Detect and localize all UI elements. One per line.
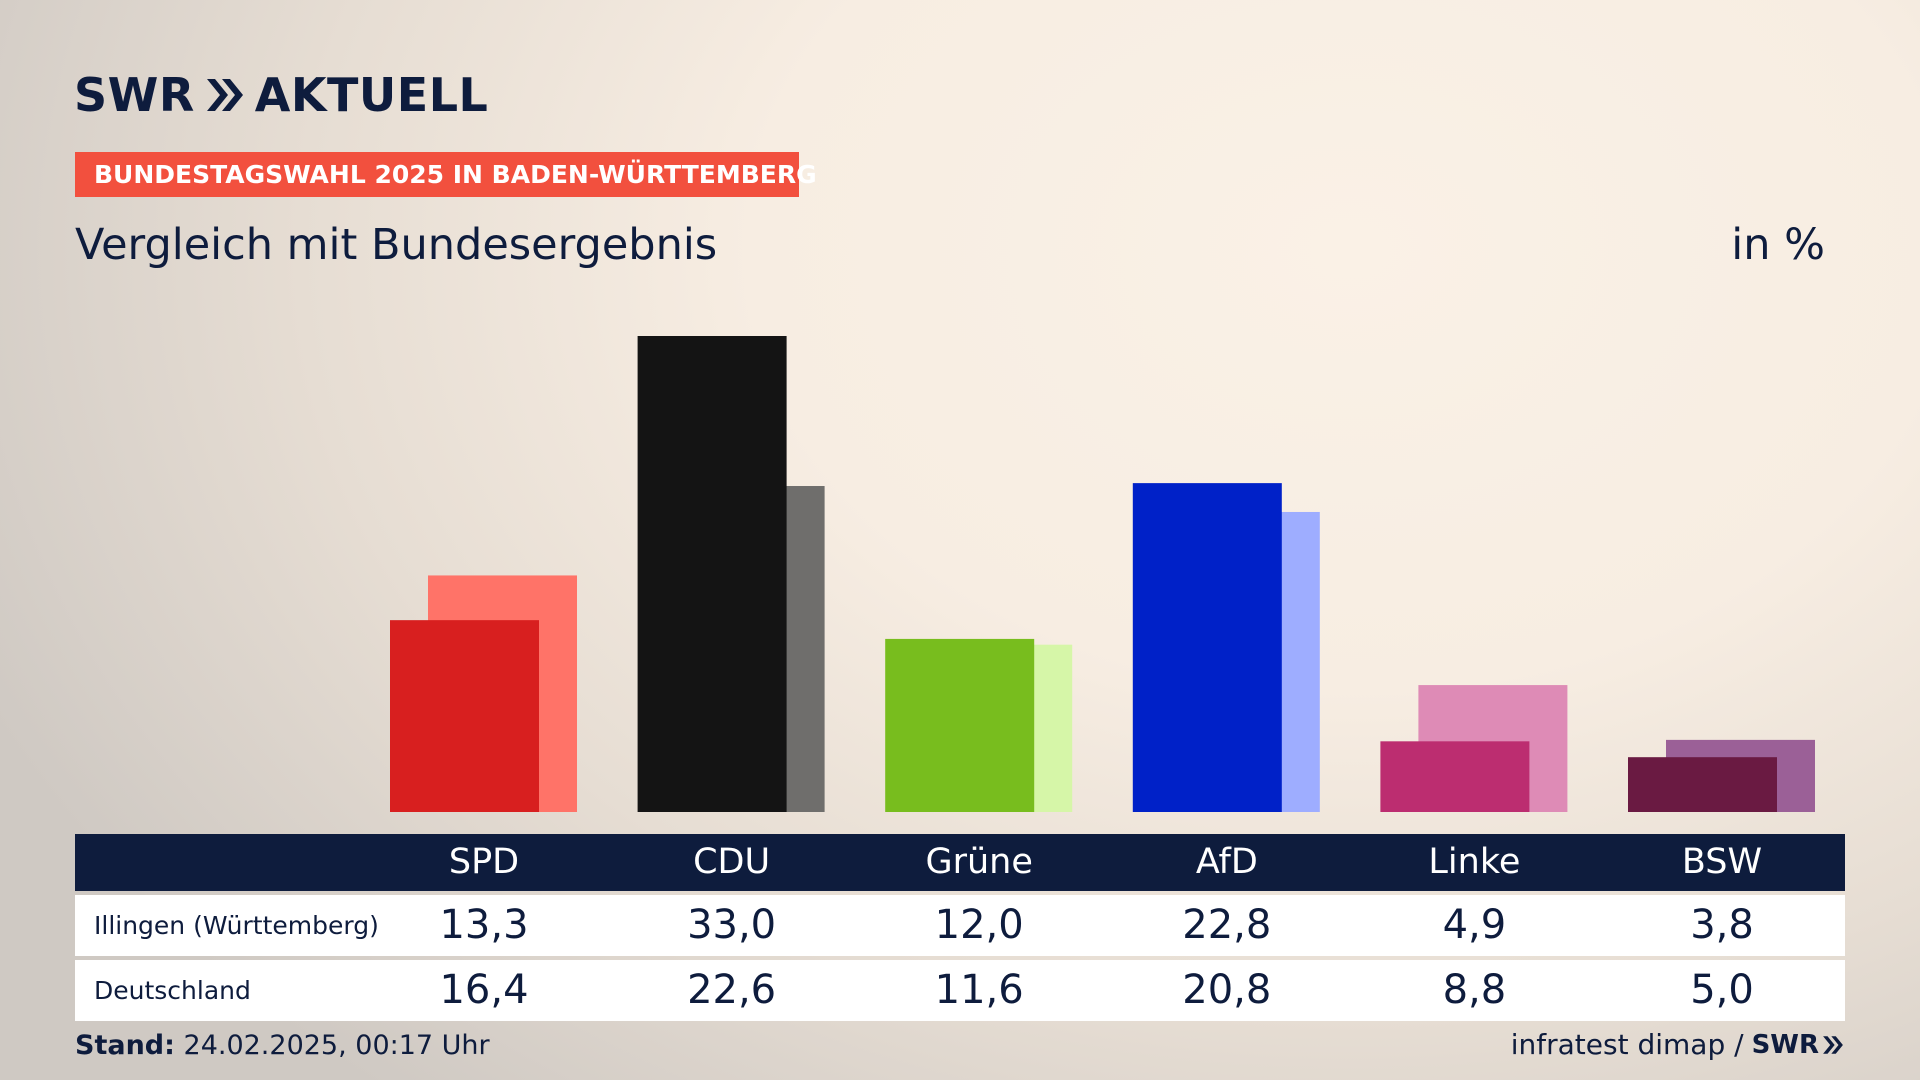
source-text: infratest dimap / [1510, 1028, 1744, 1061]
chart-subtitle: Vergleich mit Bundesergebnis [75, 220, 718, 270]
category-label-linke: Linke [1428, 842, 1521, 882]
bar-local-spd [390, 620, 539, 812]
data-label-local-grüne: 12,0 [934, 902, 1024, 948]
bar-local-linke [1380, 741, 1530, 812]
source-brand-name: SWR [1751, 1029, 1819, 1060]
swr-aktuell-logo: SWR AKTUELL [74, 68, 488, 122]
brand-name: SWR [74, 68, 195, 122]
data-label-local-bsw: 3,8 [1690, 902, 1754, 948]
table-row: Illingen (Württemberg) 13,3 33,0 12,0 22,8 4… [75, 895, 1845, 956]
bar-local-bsw [1628, 757, 1777, 812]
bar-local-afd [1132, 483, 1282, 812]
data-label-national-linke: 8,8 [1442, 967, 1507, 1013]
source-credit: infratest dimap / SWR [1511, 1028, 1844, 1061]
bar-local-cdu [637, 336, 787, 812]
data-label-national-grüne: 11,6 [934, 967, 1024, 1013]
brand-product: AKTUELL [254, 68, 489, 122]
data-label-local-afd: 22,8 [1182, 902, 1272, 948]
bar-local-grüne [885, 638, 1035, 812]
data-label-national-afd: 20,8 [1182, 967, 1272, 1013]
unit-label: in % [1731, 220, 1825, 270]
row-label-national: Deutschland [94, 976, 251, 1005]
category-label-afd: AfD [1195, 842, 1258, 882]
chevron-right-double-icon [205, 77, 245, 113]
category-label-bsw: BSW [1681, 842, 1763, 882]
chevron-right-double-icon [1823, 1035, 1843, 1054]
results-table: SPD CDU Grüne AfD Linke BSW Illingen (Württem… [75, 834, 1845, 1021]
stand-value: 24.02.2025, 00:17 Uhr [183, 1030, 490, 1061]
table-row: Deutschland 16,4 22,6 11,6 20,8 8,8 5,0 [75, 960, 1845, 1021]
data-label-national-spd: 16,4 [439, 967, 529, 1013]
category-label-spd: SPD [448, 842, 520, 882]
timestamp: Stand: 24.02.2025, 00:17 Uhr [75, 1030, 490, 1061]
category-label-cdu: CDU [693, 842, 771, 882]
data-label-local-linke: 4,9 [1442, 902, 1507, 948]
data-label-local-spd: 13,3 [439, 902, 529, 948]
data-label-national-cdu: 22,6 [687, 967, 777, 1013]
source-brand: SWR [1752, 1030, 1844, 1060]
election-banner: BUNDESTAGSWAHL 2025 IN BADEN-WÜRTTEMBERG [75, 152, 817, 197]
row-label-local: Illingen (Württemberg) [94, 911, 379, 940]
category-label-grüne: Grüne [925, 842, 1033, 882]
data-label-local-cdu: 33,0 [687, 902, 777, 948]
table-header: SPD CDU Grüne AfD Linke BSW [75, 834, 1845, 891]
bar-chart [390, 336, 1815, 812]
data-label-national-bsw: 5,0 [1690, 967, 1754, 1013]
stand-label: Stand: [75, 1030, 175, 1061]
